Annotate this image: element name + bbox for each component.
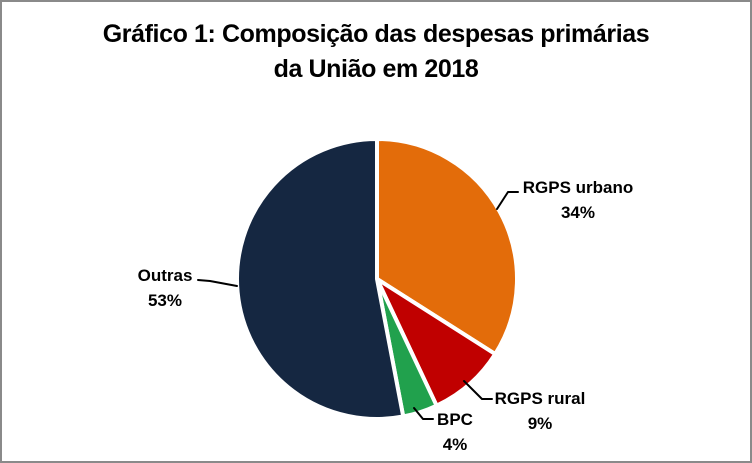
leader-line (413, 407, 434, 420)
slice-label-text: BPC (437, 410, 473, 429)
slice-label-text: RGPS rural (494, 389, 586, 408)
leader-line (496, 191, 519, 210)
slice-label-rgps-rural: RGPS rural 9% (495, 386, 586, 436)
slice-label-pct: 34% (560, 203, 596, 222)
chart-title-line-2: da União em 2018 (273, 55, 479, 83)
pie-slice-outras (235, 137, 406, 421)
slice-label-outras: Outras 53% (138, 263, 193, 313)
slice-label-text: RGPS urbano (522, 178, 634, 197)
slice-label-pct: 4% (442, 435, 468, 454)
slice-label-bpc: BPC 4% (437, 407, 473, 457)
slice-label-text: Outras (137, 266, 193, 285)
leader-line (197, 279, 238, 287)
chart-title: Gráfico 1: Composição das despesas primá… (2, 17, 750, 87)
chart-title-line-1: Gráfico 1: Composição das despesas primá… (102, 20, 650, 48)
slice-label-pct: 53% (147, 291, 183, 310)
slice-label-rgps-urbano: RGPS urbano 34% (523, 175, 634, 225)
slice-label-pct: 9% (527, 414, 553, 433)
leader-line (463, 380, 493, 400)
